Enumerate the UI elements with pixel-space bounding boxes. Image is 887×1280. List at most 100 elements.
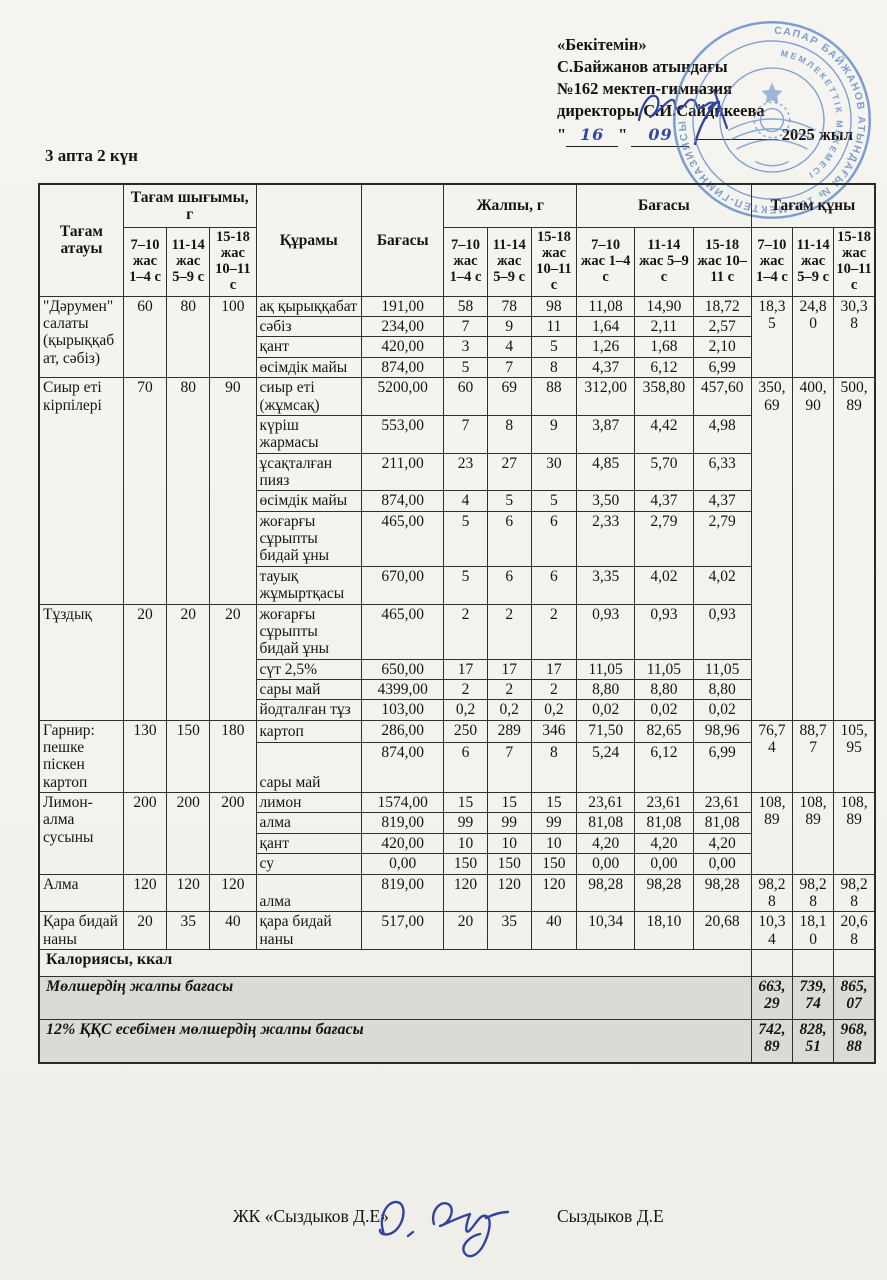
dish-cost-cell: 98,28 [750, 873, 794, 913]
total-grams-cell: 69 [486, 377, 532, 416]
price-sum-cell: 0,02 [634, 699, 694, 721]
total-grams-cell: 7 [443, 316, 488, 338]
unit-price-cell: 103,00 [361, 699, 445, 721]
dish-cost-cell: 88,77 [791, 719, 835, 794]
ingredient-cell: картоп [255, 719, 363, 744]
age-col: 11-14 жас 5–9 с [486, 227, 532, 297]
col-header-composition: Құрамы [255, 183, 363, 297]
output-weight-cell: 120 [166, 873, 211, 913]
price-sum-cell: 18,72 [692, 295, 752, 318]
total-grams-cell: 0,2 [443, 699, 488, 721]
price-sum-cell: 4,85 [576, 452, 636, 492]
output-weight-cell: 35 [166, 911, 211, 950]
dish-row: қант 420,00 10 10 10 4,20 4,20 4,20 [39, 832, 875, 855]
price-sum-cell: 82,65 [634, 719, 694, 744]
summary-row: Калориясы, ккал [38, 948, 876, 977]
age-col: 15-18 жас 10–11 с [833, 227, 876, 297]
summary-value-cell: 663,29 [750, 975, 794, 1020]
unit-price-cell: 874,00 [361, 356, 445, 379]
price-sum-cell: 1,68 [634, 336, 694, 358]
total-grams-cell: 2 [486, 678, 532, 701]
price-sum-cell: 4,37 [634, 490, 694, 512]
dish-row: алма 819,00 99 99 99 81,08 81,08 81,08 [39, 812, 875, 834]
price-sum-cell: 0,93 [692, 603, 752, 660]
price-sum-cell: 0,93 [576, 603, 636, 660]
total-grams-cell: 98 [530, 295, 578, 318]
dish-row: қант 420,00 3 4 5 1,26 1,68 2,10 [39, 336, 875, 358]
dish-name-cell: Сиыр еті кірпілері [38, 377, 124, 605]
price-sum-cell: 2,10 [692, 336, 752, 358]
dish-cost-cell: 24,80 [791, 295, 835, 379]
total-grams-cell: 8 [530, 742, 578, 794]
price-sum-cell: 6,99 [692, 356, 752, 379]
dish-row: жоғарғы сұрыпты бидай ұны 465,00 5 6 6 2,33 2,… [39, 510, 875, 567]
unit-price-cell: 5200,00 [361, 377, 445, 416]
handwritten-day: 16 [580, 125, 605, 144]
total-grams-cell: 60 [443, 377, 488, 416]
ingredient-cell: алма [255, 812, 363, 834]
total-grams-cell: 15 [486, 792, 532, 814]
price-sum-cell: 457,60 [692, 377, 752, 416]
price-sum-cell: 81,08 [576, 812, 636, 834]
total-grams-cell: 27 [486, 452, 532, 492]
price-sum-cell: 6,12 [634, 742, 694, 794]
summary-row: Мөлшердің жалпы бағасы 663,29 739,74 865,07 [38, 975, 876, 1020]
total-grams-cell: 150 [530, 853, 578, 875]
price-sum-cell: 81,08 [692, 812, 752, 834]
age-col: 15-18 жас 10–11 с [530, 227, 578, 297]
dish-row: Гарнир: пешке піскен картоп 130 150 180 карт… [38, 719, 876, 794]
output-weight-cell: 80 [166, 295, 211, 379]
total-grams-cell: 7 [443, 414, 488, 454]
total-grams-cell: 5 [443, 356, 488, 379]
total-grams-cell: 10 [530, 832, 578, 855]
price-sum-cell: 4,20 [692, 832, 752, 855]
price-sum-cell: 5,70 [634, 452, 694, 492]
summary-value-cell [791, 948, 835, 977]
ingredient-cell: йодталған тұз [255, 699, 363, 721]
price-sum-cell: 98,28 [576, 873, 636, 913]
price-sum-cell: 4,02 [692, 565, 752, 605]
price-sum-cell: 4,20 [634, 832, 694, 855]
menu-table: Тағам атауы Тағам шығымы, г Құрамы Бағас… [38, 183, 876, 1064]
summary-label-cell: Мөлшердің жалпы бағасы [38, 975, 752, 1020]
output-weight-cell: 20 [209, 603, 257, 721]
output-weight-cell: 200 [166, 792, 211, 875]
dish-row: Сиыр еті кірпілері 70 80 90 сиыр еті (жұмсақ… [38, 377, 876, 721]
director-line: директоры С.И.Сайдикеева [557, 88, 877, 130]
dish-cost-cell: 108,89 [750, 792, 794, 875]
total-grams-cell: 99 [486, 812, 532, 834]
price-sum-cell: 4,37 [576, 356, 636, 379]
ingredient-cell: ұсақталған пияз [255, 452, 363, 492]
bottom-signature-ink [378, 1200, 510, 1258]
ingredient-cell: қант [255, 336, 363, 358]
ingredient-cell: ақ қырыққабат [255, 295, 363, 318]
output-weight-cell: 40 [209, 911, 257, 950]
summary-value-cell [750, 948, 794, 977]
total-grams-cell: 120 [530, 873, 578, 913]
age-col: 7–10 жас 1–4 с [750, 227, 794, 297]
dish-cost-cell: 98,28 [833, 873, 876, 913]
total-grams-cell: 9 [530, 414, 578, 454]
director-label: директоры [557, 101, 640, 120]
total-grams-cell: 15 [530, 792, 578, 814]
total-grams-cell: 120 [486, 873, 532, 913]
dish-cost-cell: 20,68 [833, 911, 876, 950]
dish-row: "Дәрумен" салаты (қырыққабат, сәбіз) 60 80… [38, 295, 876, 379]
output-weight-cell: 60 [122, 295, 168, 379]
total-grams-cell: 58 [443, 295, 488, 318]
total-grams-cell: 4 [443, 490, 488, 512]
price-sum-cell: 3,50 [576, 490, 636, 512]
summary-row: 12% ҚҚС есебімен мөлшердің жалпы бағасы 7… [38, 1018, 876, 1064]
total-grams-cell: 3 [443, 336, 488, 358]
unit-price-cell: 211,00 [361, 452, 445, 492]
dish-cost-cell: 350,69 [750, 377, 794, 721]
age-col: 15-18 жас 10–11 с [209, 227, 257, 297]
price-sum-cell: 0,00 [692, 853, 752, 875]
unit-price-cell: 819,00 [361, 812, 445, 834]
total-grams-cell: 2 [443, 678, 488, 701]
unit-price-cell: 4399,00 [361, 678, 445, 701]
approval-line-3: №162 мектеп-гимназия [557, 79, 733, 98]
output-weight-cell: 70 [122, 377, 168, 605]
summary-value-cell: 739,74 [791, 975, 835, 1020]
